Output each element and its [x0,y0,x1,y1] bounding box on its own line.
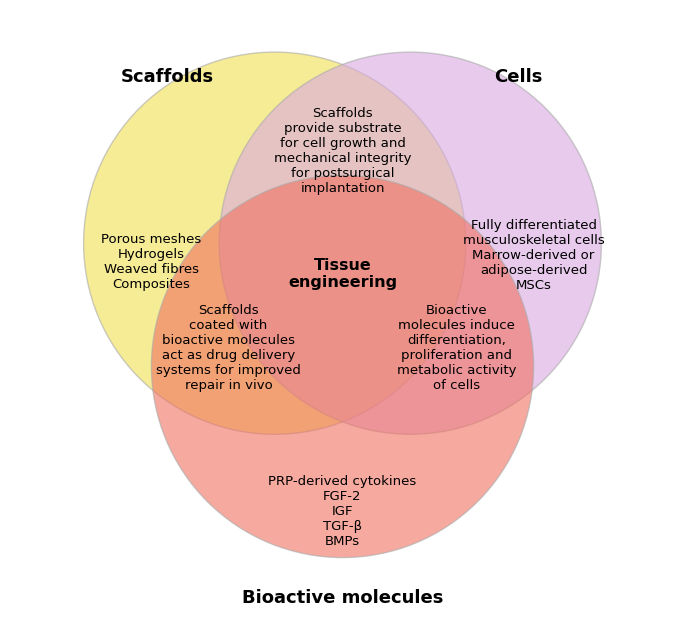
Text: Bioactive molecules: Bioactive molecules [242,588,443,606]
Text: Scaffolds
provide substrate
for cell growth and
mechanical integrity
for postsur: Scaffolds provide substrate for cell gro… [274,107,411,195]
Text: Fully differentiated
musculoskeletal cells
Marrow-derived or
adipose-derived
MSC: Fully differentiated musculoskeletal cel… [463,219,604,292]
Text: PRP-derived cytokines
FGF-2
IGF
TGF-β
BMPs: PRP-derived cytokines FGF-2 IGF TGF-β BM… [269,475,416,548]
Circle shape [219,52,601,434]
Text: Bioactive
molecules induce
differentiation,
proliferation and
metabolic activity: Bioactive molecules induce differentiati… [397,304,516,392]
Text: Tissue
engineering: Tissue engineering [288,258,397,290]
Circle shape [84,52,466,434]
Text: Scaffolds
coated with
bioactive molecules
act as drug delivery
systems for impro: Scaffolds coated with bioactive molecule… [156,304,301,392]
Circle shape [151,175,534,557]
Text: Porous meshes
Hydrogels
Weaved fibres
Composites: Porous meshes Hydrogels Weaved fibres Co… [101,233,201,290]
Text: Cells: Cells [494,68,543,86]
Text: Scaffolds: Scaffolds [121,68,213,86]
